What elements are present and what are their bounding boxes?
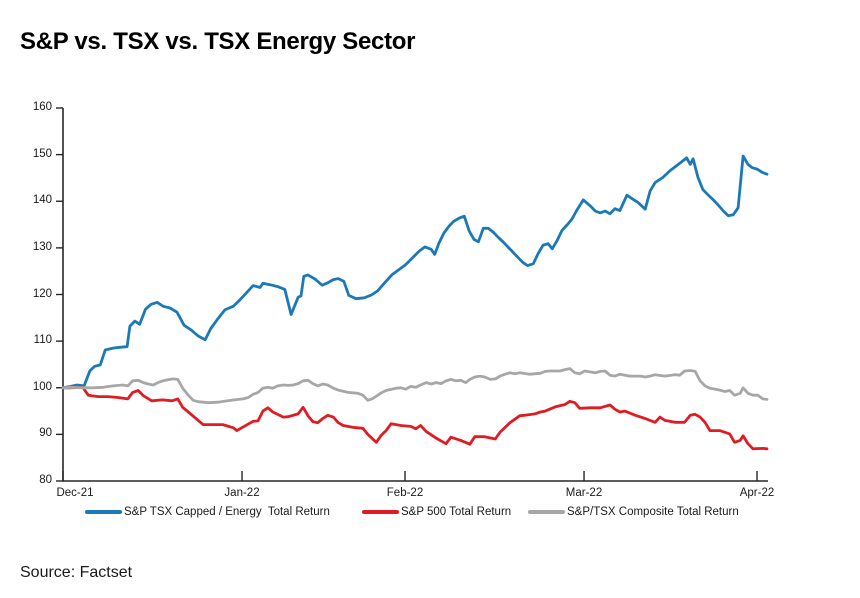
y-tick-label: 80 (39, 474, 52, 486)
legend-label: S&P 500 Total Return (401, 505, 512, 518)
legend-item: S&P/TSX Composite Total Return (528, 504, 739, 519)
x-tick-label: Jan-22 (224, 487, 260, 499)
y-tick-label: 90 (39, 427, 52, 440)
legend-item: S&P TSX Capped / Energy Total Return (85, 504, 330, 519)
legend-label: S&P/TSX Composite Total Return (567, 505, 739, 518)
y-tick-label: 150 (32, 147, 52, 160)
x-tick-label: Feb-22 (386, 487, 424, 499)
legend-swatch-icon (528, 509, 565, 514)
x-tick-label: Apr-22 (739, 487, 775, 499)
series-line-s-p-tsx-capped-energy-total-return (61, 154, 769, 390)
chart-title: S&P vs. TSX vs. TSX Energy Sector (20, 28, 416, 55)
legend-item: S&P 500 Total Return (362, 504, 511, 519)
legend-label: S&P TSX Capped / Energy Total Return (124, 505, 330, 518)
y-tick-label: 100 (32, 380, 52, 393)
y-tick-label: 140 (32, 194, 52, 207)
legend-swatch-icon (85, 509, 122, 514)
series-line-s-p-500-total-return (61, 385, 769, 451)
y-tick-label: 130 (32, 240, 52, 253)
y-tick-label: 110 (33, 334, 52, 347)
legend-swatch-icon (362, 509, 399, 514)
y-tick-label: 120 (32, 287, 52, 300)
y-tick-label: 160 (32, 101, 52, 113)
x-tick-label: Mar-22 (565, 487, 603, 499)
source-note: Source: Factset (20, 564, 133, 581)
series-line-s-p-tsx-composite-total-return (61, 367, 769, 405)
x-tick-label: Dec-21 (56, 487, 94, 499)
